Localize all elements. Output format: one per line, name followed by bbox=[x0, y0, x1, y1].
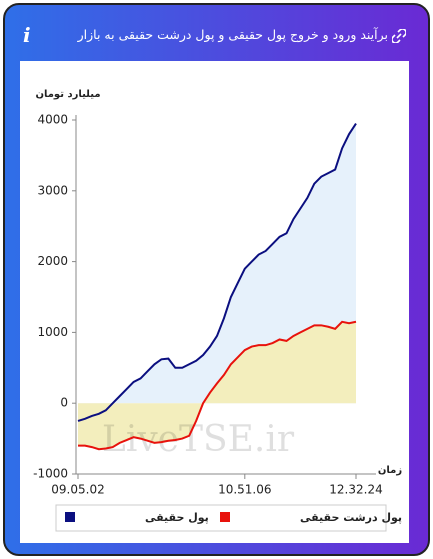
series-line bbox=[77, 122, 357, 422]
y-tick-label: 0 bbox=[60, 396, 68, 410]
series-line bbox=[78, 320, 357, 451]
x-tick-label: 12.32.24 bbox=[329, 483, 382, 497]
y-tick-label: 1000 bbox=[37, 325, 68, 339]
y-tick-label: 4000 bbox=[37, 113, 68, 127]
x-axis-label: زمان bbox=[378, 465, 402, 476]
legend-swatch bbox=[65, 512, 75, 522]
legend-label: پول حقیقی bbox=[145, 511, 209, 524]
y-tick-label: 3000 bbox=[37, 183, 68, 197]
watermark: LiveTSE.ir bbox=[102, 419, 295, 460]
widget-title: برآیند ورود و خروج پول حقیقی و پول درشت … bbox=[77, 27, 388, 42]
x-tick-label: 09.05.02 bbox=[51, 483, 104, 497]
legend-label: پول درشت حقیقی bbox=[300, 511, 402, 524]
legend-swatch bbox=[220, 512, 230, 522]
link-icon[interactable] bbox=[392, 29, 406, 43]
area bbox=[78, 321, 356, 450]
y-tick-label: 2000 bbox=[37, 254, 68, 268]
y-axis-label: میلیارد تومان bbox=[35, 89, 100, 100]
x-tick-label: 10.51.06 bbox=[218, 483, 271, 497]
info-icon[interactable]: i bbox=[23, 23, 31, 47]
y-tick-label: -1000 bbox=[33, 467, 68, 481]
